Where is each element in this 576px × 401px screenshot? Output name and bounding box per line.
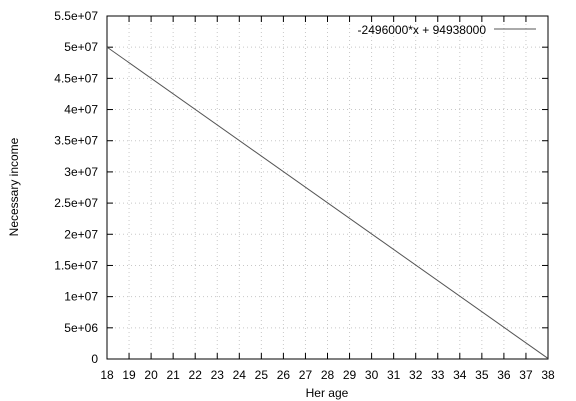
y-tick-label: 2.5e+07 xyxy=(54,196,98,210)
x-tick-label: 23 xyxy=(211,368,225,382)
y-tick-label: 1e+07 xyxy=(64,290,98,304)
y-tick-label: 5.5e+07 xyxy=(54,9,98,23)
y-tick-label: 0 xyxy=(91,352,98,366)
x-tick-label: 34 xyxy=(453,368,467,382)
x-tick-label: 24 xyxy=(233,368,247,382)
y-tick-label: 3.5e+07 xyxy=(54,134,98,148)
x-tick-label: 29 xyxy=(343,368,357,382)
x-tick-label: 25 xyxy=(255,368,269,382)
x-axis-label: Her age xyxy=(306,386,349,400)
x-tick-label: 26 xyxy=(277,368,291,382)
y-tick-label: 2e+07 xyxy=(64,227,98,241)
y-axis-label: Necessary income xyxy=(7,137,21,236)
legend-entry-label: -2496000*x + 94938000 xyxy=(358,23,487,37)
x-tick-label: 35 xyxy=(475,368,489,382)
x-tick-label: 38 xyxy=(541,368,555,382)
x-tick-label: 22 xyxy=(189,368,203,382)
x-tick-label: 27 xyxy=(299,368,313,382)
grid-lines xyxy=(107,16,548,359)
x-tick-label: 28 xyxy=(321,368,335,382)
x-tick-label: 37 xyxy=(519,368,533,382)
x-tick-label: 18 xyxy=(100,368,114,382)
x-tick-label: 19 xyxy=(122,368,136,382)
x-tick-label: 20 xyxy=(144,368,158,382)
x-tick-labels: 18 19 20 21 22 23 24 25 26 27 28 29 30 31 32 33 34 35 36 37… xyxy=(100,368,555,382)
y-tick-label: 4.5e+07 xyxy=(54,71,98,85)
axis-ticks xyxy=(106,15,549,360)
x-tick-label: 33 xyxy=(431,368,445,382)
x-tick-label: 36 xyxy=(497,368,511,382)
plot-frame xyxy=(106,15,549,360)
y-tick-label: 5e+06 xyxy=(64,321,98,335)
x-tick-label: 21 xyxy=(166,368,180,382)
y-tick-labels: 0 5e+06 1e+07 1.5e+07 2e+07 2.5e+07 3e+07 3.5e+… xyxy=(54,9,98,366)
y-tick-label: 1.5e+07 xyxy=(54,258,98,272)
x-tick-label: 30 xyxy=(365,368,379,382)
series-line xyxy=(106,46,549,359)
y-tick-label: 5e+07 xyxy=(64,40,98,54)
y-tick-label: 4e+07 xyxy=(64,103,98,117)
series-lines xyxy=(106,46,549,359)
x-tick-label: 32 xyxy=(409,368,423,382)
y-tick-label: 3e+07 xyxy=(64,165,98,179)
x-tick-label: 31 xyxy=(387,368,401,382)
legend: -2496000*x + 94938000 xyxy=(358,23,536,37)
